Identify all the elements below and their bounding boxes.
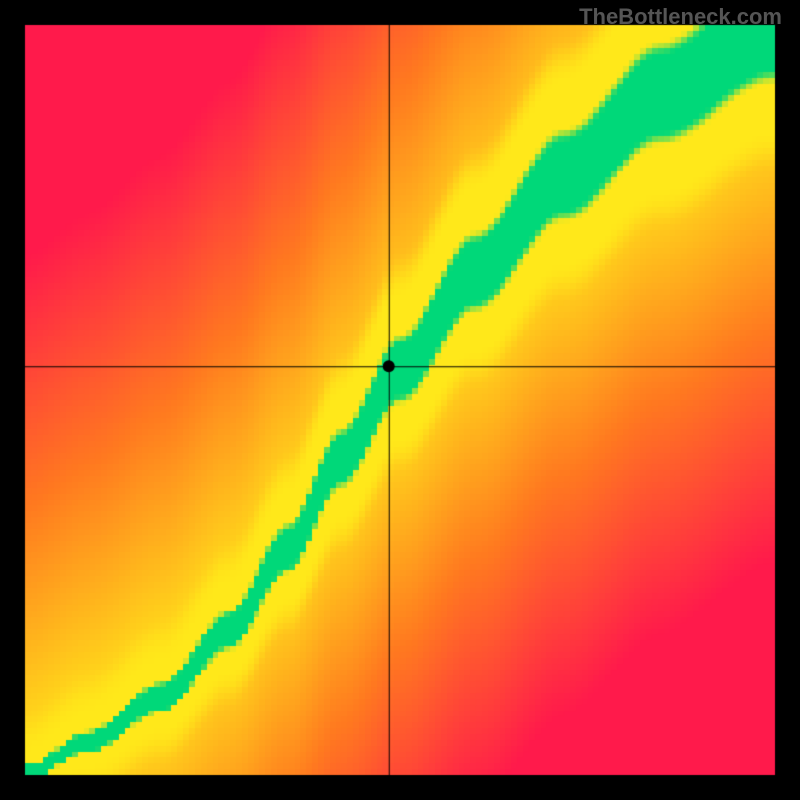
watermark-label: TheBottleneck.com	[579, 4, 782, 30]
bottleneck-heatmap	[0, 0, 800, 800]
